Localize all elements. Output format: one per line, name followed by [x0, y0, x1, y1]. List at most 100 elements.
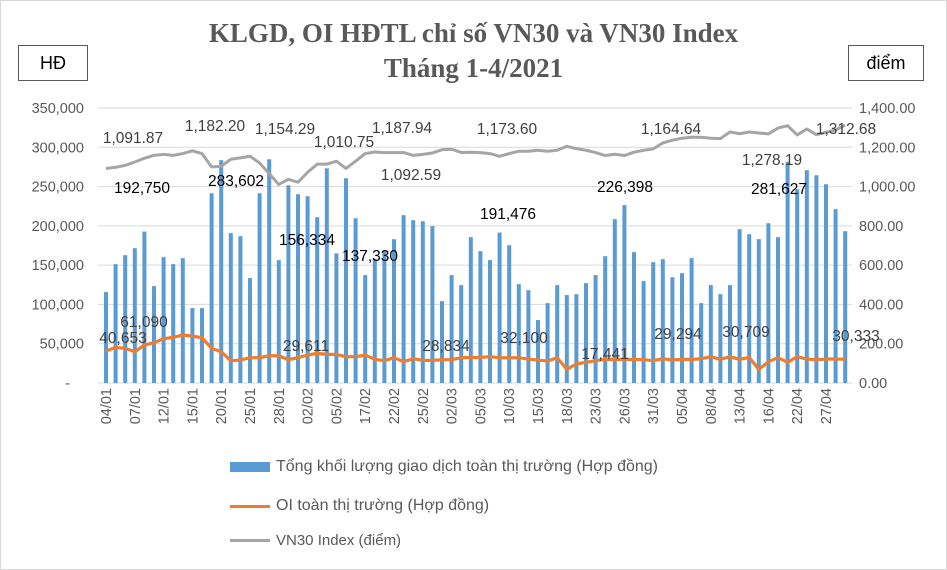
data-label: 1,187.94 [372, 120, 433, 137]
volume-bar [536, 320, 540, 383]
volume-bar [785, 161, 790, 383]
volume-bar [180, 258, 185, 383]
legend-item-volume: Tổng khối lượng giao dịch toàn thị trườn… [230, 458, 658, 476]
x-tick-label: 25/02 [416, 388, 432, 424]
x-tick-label: 16/04 [761, 388, 777, 424]
volume-bar [660, 259, 665, 383]
left-tick-label: 50,000 [40, 337, 84, 353]
volume-bar [728, 285, 732, 383]
volume-bar [641, 281, 646, 383]
volume-bar [248, 278, 252, 383]
chart-title: KLGD, OI HĐTL chỉ số VN30 và VN30 Index [208, 18, 739, 48]
x-tick-label: 07/01 [128, 388, 144, 424]
oi-line [105, 333, 846, 371]
x-tick-label: 08/04 [704, 388, 720, 424]
volume-bar [708, 285, 713, 383]
legend-swatch-line [230, 504, 270, 508]
volume-bar [795, 189, 800, 383]
volume-bar [257, 193, 262, 383]
volume-bar [699, 303, 704, 383]
volume-bar [737, 229, 742, 383]
volume-bar [132, 248, 137, 383]
right-tick-label: 600.00 [859, 258, 903, 274]
volume-bar [142, 231, 147, 383]
data-label: 191,476 [480, 206, 536, 223]
x-tick-label: 04/01 [99, 388, 115, 424]
right-tick-label: 800.00 [859, 219, 903, 235]
data-label: 30,709 [722, 324, 769, 341]
data-label: 1,278.19 [742, 152, 802, 169]
legend-item-vn30: VN30 Index (điểm) [230, 532, 401, 549]
volume-bar [363, 275, 368, 383]
legend-item-oi: OI toàn thị trường (Hợp đồng) [230, 497, 489, 515]
data-label: 137,330 [342, 248, 398, 265]
left-tick-label: 150,000 [32, 258, 84, 274]
volume-bar [267, 159, 272, 383]
x-tick-label: 22/04 [790, 388, 806, 424]
data-label: 30,333 [832, 328, 879, 345]
data-label: 17,441 [581, 346, 628, 363]
x-tick-label: 05/03 [473, 388, 489, 424]
volume-bar [680, 273, 684, 383]
chart-subtitle: Tháng 1-4/2021 [383, 53, 564, 83]
data-label: 1,164.64 [641, 121, 702, 138]
x-tick-label: 05/02 [329, 388, 345, 424]
x-tick-label: 18/03 [560, 388, 576, 424]
left-tick-label: - [65, 376, 70, 392]
volume-bar [209, 193, 214, 383]
legend-label: Tổng khối lượng giao dịch toàn thị trườn… [276, 458, 658, 475]
volume-bar [382, 251, 387, 383]
data-label: 32,100 [500, 330, 548, 347]
volume-bar [430, 226, 435, 383]
x-tick-label: 02/02 [301, 388, 317, 424]
volume-bar [219, 160, 224, 383]
volume-bar [305, 196, 310, 383]
volume-bar [766, 223, 771, 383]
volume-bar [478, 251, 483, 383]
volume-bar [392, 239, 396, 383]
data-label: 281,627 [751, 181, 807, 198]
right-tick-label: 200.00 [859, 337, 903, 353]
volume-bar [344, 178, 348, 383]
volume-bar [497, 232, 502, 383]
left-tick-label: 350,000 [32, 101, 84, 117]
x-tick-label: 27/04 [819, 388, 835, 424]
volume-bar [420, 221, 425, 383]
x-tick-label: 02/03 [445, 388, 461, 424]
x-tick-label: 15/03 [531, 388, 547, 424]
data-label: 1,173.60 [477, 121, 538, 138]
left-tick-label: 200,000 [32, 219, 84, 235]
x-tick-label: 13/04 [733, 388, 749, 424]
data-label: 61,090 [120, 314, 168, 331]
volume-bar [276, 260, 281, 383]
volume-bar [804, 170, 809, 383]
volume-bar [200, 308, 204, 383]
volume-bar [718, 294, 723, 383]
volume-bar [113, 264, 118, 383]
volume-bar [401, 215, 406, 383]
data-label: 28,834 [422, 338, 470, 355]
left-axis-unit: HĐ [18, 45, 88, 81]
volume-bar [449, 275, 454, 383]
volume-bar [334, 253, 339, 383]
volume-bar [555, 285, 560, 383]
x-tick-label: 31/03 [646, 388, 662, 424]
volume-bar [315, 217, 320, 383]
data-label: 283,602 [208, 173, 264, 190]
data-label: 1,091.87 [103, 130, 163, 147]
volume-bar [286, 185, 291, 383]
data-label: 29,294 [654, 326, 702, 343]
right-tick-label: 1,000.00 [859, 180, 915, 196]
volume-bar [612, 219, 617, 383]
data-label: 156,334 [279, 232, 335, 249]
volume-bar [161, 257, 166, 383]
volume-bar [632, 252, 636, 383]
x-tick-label: 05/04 [675, 388, 691, 424]
data-label: 1,154.29 [255, 121, 315, 138]
right-tick-label: 1,200.00 [859, 140, 915, 156]
volume-bar [670, 277, 675, 383]
x-tick-label: 20/01 [214, 388, 230, 424]
vn30-index-line [105, 123, 846, 186]
x-tick-label: 25/01 [243, 388, 259, 424]
volume-bar [651, 262, 656, 383]
